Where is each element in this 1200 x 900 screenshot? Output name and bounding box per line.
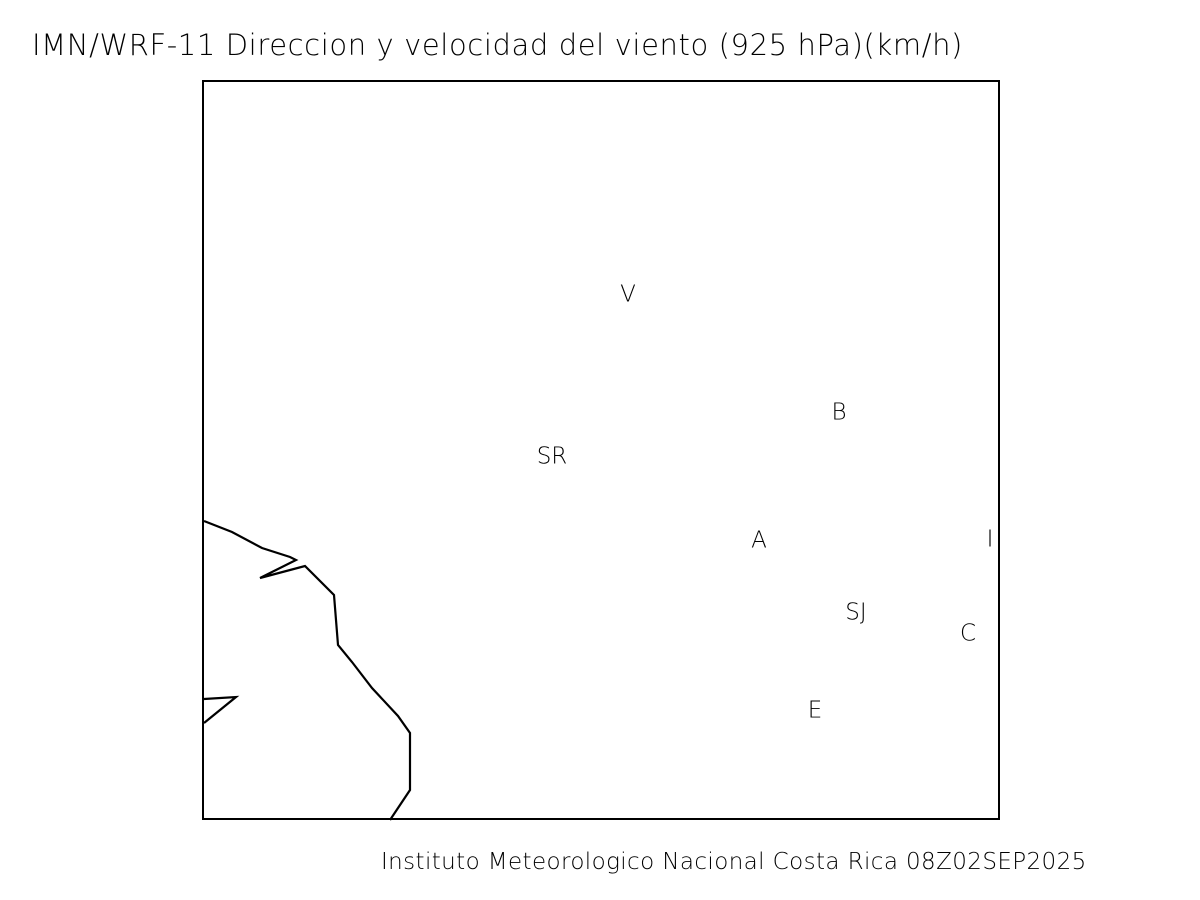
station-label-e: E: [807, 697, 823, 724]
station-label-i: I: [986, 526, 994, 553]
station-label-a: A: [751, 527, 767, 554]
station-label-sj: SJ: [845, 599, 867, 626]
page-title: IMN/WRF-11 Direccion y velocidad del vie…: [32, 28, 963, 62]
station-label-sr: SR: [536, 443, 568, 470]
map-plot-frame: [202, 80, 1000, 820]
footer-credit: Instituto Meteorologico Nacional Costa R…: [381, 849, 1087, 875]
station-label-c: C: [959, 620, 977, 647]
station-label-b: B: [831, 399, 847, 426]
station-label-v: V: [620, 281, 636, 308]
